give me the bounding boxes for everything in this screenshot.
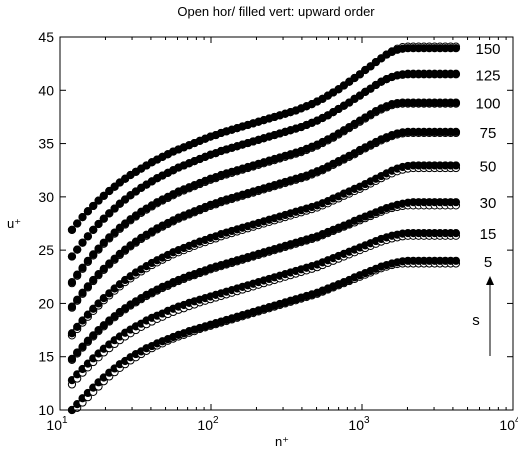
point-filled-s150 xyxy=(89,201,98,211)
y-tick-label: 45 xyxy=(38,29,54,45)
point-filled-s30 xyxy=(73,348,82,357)
y-axis-ticks: 10 15 20 25 30 35 40 45 xyxy=(38,29,513,418)
point-filled-s125 xyxy=(99,214,108,223)
x-tick-label: 103 xyxy=(348,415,370,433)
data-points xyxy=(67,42,461,415)
point-filled-s75 xyxy=(99,264,108,273)
point-filled-s30 xyxy=(83,336,92,345)
point-filled-s125 xyxy=(89,225,98,234)
point-filled-s150 xyxy=(355,70,365,79)
s-arrow-label: s xyxy=(472,312,480,329)
point-filled-s75 xyxy=(67,302,77,311)
y-axis-title: u⁺ xyxy=(7,216,21,231)
point-filled-s50 xyxy=(73,322,82,331)
point-filled-s150 xyxy=(67,225,77,234)
y-tick-label: 20 xyxy=(38,295,54,311)
point-filled-s125 xyxy=(110,204,119,213)
point-filled-s125 xyxy=(78,238,87,247)
series-label-75: 75 xyxy=(480,125,497,142)
point-filled-s30 xyxy=(67,354,77,363)
point-filled-s125 xyxy=(105,209,114,218)
y-tick-label: 15 xyxy=(38,349,54,365)
point-filled-s50 xyxy=(67,329,77,338)
point-filled-s75 xyxy=(83,282,92,291)
point-filled-s100 xyxy=(94,244,103,253)
point-filled-s30 xyxy=(99,321,108,330)
point-filled-s75 xyxy=(89,275,98,285)
point-filled-s150 xyxy=(110,182,119,191)
point-filled-s30 xyxy=(89,331,98,340)
point-filled-s125 xyxy=(115,199,124,208)
x-axis-title: n⁺ xyxy=(275,434,289,449)
point-filled-s125 xyxy=(94,219,103,229)
point-filled-s150 xyxy=(78,213,87,222)
x-axis-ticks: 101 102 103 104 xyxy=(46,37,518,433)
point-filled-s125 xyxy=(451,70,461,79)
point-filled-s50 xyxy=(451,161,461,170)
point-filled-s100 xyxy=(73,270,82,279)
point-filled-s5 xyxy=(451,256,461,265)
point-filled-s75 xyxy=(78,288,87,297)
point-filled-s150 xyxy=(105,186,114,196)
point-filled-s150 xyxy=(366,62,375,71)
series-label-50: 50 xyxy=(480,158,497,175)
chart-title: Open hor/ filled vert: upward order xyxy=(177,4,375,19)
point-filled-s100 xyxy=(83,256,92,265)
point-filled-s100 xyxy=(89,250,98,259)
y-tick-label: 25 xyxy=(38,242,54,258)
x-tick-label: 101 xyxy=(46,415,68,433)
point-filled-s125 xyxy=(121,195,130,204)
point-filled-s100 xyxy=(67,278,77,287)
y-tick-label: 35 xyxy=(38,136,54,152)
point-filled-s30 xyxy=(78,342,87,351)
point-filled-s100 xyxy=(451,98,461,107)
y-tick-label: 40 xyxy=(38,82,54,98)
point-filled-s150 xyxy=(99,191,108,200)
series-label-150: 150 xyxy=(475,41,500,58)
point-filled-s125 xyxy=(67,252,77,261)
point-filled-s30 xyxy=(451,198,461,207)
point-filled-s150 xyxy=(94,196,103,205)
series-label-125: 125 xyxy=(475,67,500,84)
point-filled-s75 xyxy=(94,270,103,279)
point-filled-s100 xyxy=(78,263,87,272)
point-filled-s100 xyxy=(99,238,108,247)
x-tick-label: 104 xyxy=(499,415,518,433)
point-filled-s150 xyxy=(451,44,461,53)
series-label-15: 15 xyxy=(480,226,497,243)
y-tick-label: 30 xyxy=(38,189,54,205)
series-labels: 5 15 30 50 75 100 125 150 xyxy=(475,41,500,271)
x-tick-label: 102 xyxy=(197,415,219,433)
point-filled-s75 xyxy=(451,127,461,136)
point-filled-s150 xyxy=(73,219,82,228)
y-tick-label: 10 xyxy=(38,402,54,418)
s-arrow-head xyxy=(486,276,494,285)
series-label-5: 5 xyxy=(484,254,492,271)
point-filled-s150 xyxy=(83,207,92,216)
point-filled-s15 xyxy=(451,228,461,238)
point-filled-s75 xyxy=(73,295,82,304)
point-filled-s125 xyxy=(83,232,92,241)
series-label-100: 100 xyxy=(475,96,500,113)
series-label-30: 30 xyxy=(480,195,497,212)
plot-frame xyxy=(59,36,514,411)
point-filled-s125 xyxy=(73,245,82,254)
